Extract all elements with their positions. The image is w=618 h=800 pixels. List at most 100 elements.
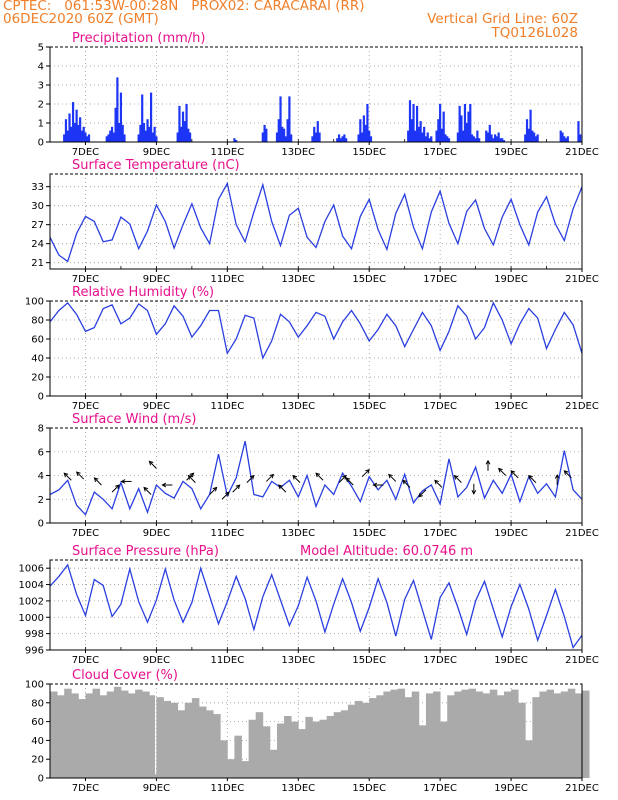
precip-bar (233, 138, 236, 142)
precip-bar (446, 136, 449, 142)
cloud-ytick-label: 100 (25, 680, 44, 691)
precip-bar (265, 128, 268, 142)
wind-arrow (361, 469, 370, 478)
precip-bar (178, 105, 181, 142)
precip-bar (499, 138, 502, 142)
grid-note: Vertical Grid Line: 60Z (427, 11, 578, 27)
cloud-column (191, 698, 200, 778)
cloud-ytick-label: 0 (38, 774, 44, 785)
precip-xtick-label: 21DEC (565, 147, 599, 158)
wind-arrow (434, 480, 443, 488)
cloud-column (511, 689, 519, 778)
wind-arrow-head (269, 473, 275, 479)
temp-xtick-label: 13DEC (281, 274, 315, 285)
pressure-ytick-label: 1002 (19, 596, 44, 607)
precip-bar (494, 134, 497, 142)
precip-bar (139, 124, 142, 142)
precip-bar (185, 104, 188, 142)
rh-title: Relative Humidity (%) (72, 285, 214, 300)
precip-bar (474, 138, 477, 142)
precip-bar (412, 104, 415, 142)
precip-bar (364, 124, 367, 142)
pressure-xtick-label: 13DEC (281, 655, 315, 666)
cloud-column (333, 712, 342, 778)
precip-bar (428, 138, 431, 142)
cloud-column (574, 693, 583, 778)
temp-xtick-label: 9DEC (143, 274, 170, 285)
temp-title: Surface Temperature (nC) (72, 158, 240, 173)
wind-series-line (49, 440, 583, 516)
precip-bar (70, 126, 73, 142)
precip-bar (116, 77, 119, 142)
precip-ytick-label: 3 (38, 81, 44, 92)
wind-arrow-head (528, 474, 533, 480)
cloud-xtick-label: 19DEC (494, 783, 528, 794)
cloud-column (532, 697, 540, 778)
precip-bar (497, 132, 500, 142)
wind-arrow-head (161, 482, 167, 488)
precip-bar (121, 124, 124, 142)
cloud-column (489, 689, 498, 778)
temp-ytick-label: 33 (31, 182, 44, 193)
precip-bar (527, 128, 530, 142)
pressure-xtick-label: 11DEC (210, 655, 244, 666)
rh-ytick-label: 100 (25, 297, 44, 308)
cloud-column (206, 710, 214, 778)
wind-arrow (388, 474, 397, 482)
cloud-column (248, 719, 257, 778)
rh-xtick-label: 11DEC (210, 401, 244, 412)
precip-ytick-label: 5 (38, 43, 44, 54)
rh-ytick-label: 80 (31, 316, 44, 327)
precip-bar (525, 119, 529, 142)
cloud-column (454, 691, 462, 778)
precip-bar (142, 123, 146, 142)
precip-bar (73, 123, 76, 142)
wind-arrow-head (225, 491, 230, 497)
precip-bar (110, 126, 114, 142)
cloud-column (496, 695, 505, 778)
cloud-column (433, 691, 441, 778)
precip-bar (66, 130, 69, 142)
cloud-column (170, 702, 179, 778)
precip-bar (63, 134, 66, 142)
precip-bar (492, 138, 495, 142)
wind-arrow-head (563, 470, 569, 475)
cloud-column (262, 726, 271, 778)
precip-bar (407, 130, 410, 142)
precip-bar (419, 121, 422, 142)
cloud-xtick-label: 21DEC (565, 783, 599, 794)
precip-bar (235, 140, 238, 142)
precip-bar (357, 134, 360, 142)
wind-arrow-head (143, 486, 149, 492)
wind-arrow-head (372, 482, 378, 488)
precip-bar (261, 132, 264, 142)
cloud-title: Cloud Cover (%) (72, 668, 178, 683)
precip-bar (153, 126, 156, 142)
precip-bar (366, 104, 369, 142)
precip-bar (345, 138, 348, 142)
precip-bar (579, 134, 582, 142)
precip-bar (318, 132, 321, 142)
cloud-column (447, 695, 455, 778)
wind-arrow (418, 489, 427, 498)
cloud-column (440, 721, 448, 778)
precip-bar (155, 136, 158, 142)
cloud-column (135, 689, 143, 778)
cloud-xtick-label: 17DEC (423, 783, 457, 794)
wind-arrow-head (434, 479, 439, 485)
wind-arrow-head (148, 460, 154, 466)
precip-bar (144, 130, 147, 142)
precip-bar (417, 126, 420, 142)
wind-arrow (143, 487, 152, 495)
cloud-column (184, 702, 193, 778)
cloud-column (154, 774, 157, 778)
precip-bar (460, 115, 463, 142)
cloud-column (276, 723, 285, 778)
precip-bar (118, 123, 121, 142)
wind-arrow-head (315, 472, 321, 478)
wind-arrow-head (187, 474, 193, 480)
cloud-column (305, 716, 313, 778)
cloud-column (71, 693, 79, 778)
wind-arrow (292, 475, 301, 483)
precip-bar (458, 105, 461, 142)
